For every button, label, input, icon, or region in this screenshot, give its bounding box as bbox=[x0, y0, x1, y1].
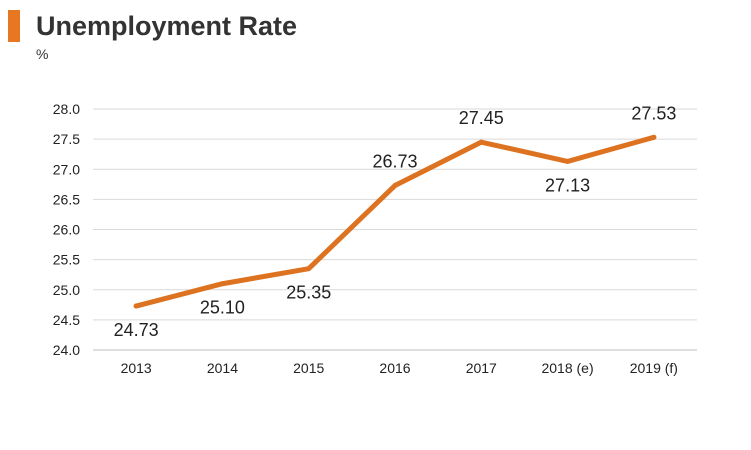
y-tick-label: 27.5 bbox=[53, 131, 80, 147]
data-label: 25.35 bbox=[286, 283, 331, 303]
y-tick-label: 24.5 bbox=[53, 312, 80, 328]
y-tick-label: 25.0 bbox=[53, 282, 80, 298]
x-tick-label: 2019 (f) bbox=[630, 360, 678, 376]
data-label: 24.73 bbox=[114, 320, 159, 340]
y-tick-label: 24.0 bbox=[53, 342, 80, 358]
data-label: 27.53 bbox=[631, 103, 676, 123]
data-point bbox=[565, 158, 571, 164]
x-tick-label: 2018 (e) bbox=[541, 360, 593, 376]
y-tick-label: 26.0 bbox=[53, 222, 80, 238]
data-point bbox=[133, 303, 139, 309]
x-tick-label: 2015 bbox=[293, 360, 324, 376]
y-tick-label: 28.0 bbox=[53, 101, 80, 117]
data-point bbox=[392, 183, 398, 189]
data-label: 26.73 bbox=[372, 152, 417, 172]
x-tick-label: 2014 bbox=[207, 360, 238, 376]
y-tick-label: 27.0 bbox=[53, 161, 80, 177]
x-tick-label: 2016 bbox=[379, 360, 410, 376]
data-point bbox=[219, 281, 225, 287]
data-point bbox=[306, 266, 312, 272]
x-tick-label: 2017 bbox=[466, 360, 497, 376]
unit-label: % bbox=[36, 46, 49, 62]
data-label: 27.45 bbox=[459, 108, 504, 128]
data-point bbox=[478, 139, 484, 145]
x-tick-label: 2013 bbox=[121, 360, 152, 376]
title-accent-bar bbox=[8, 10, 20, 42]
data-label: 27.13 bbox=[545, 175, 590, 195]
y-tick-label: 26.5 bbox=[53, 191, 80, 207]
chart-title: Unemployment Rate bbox=[36, 11, 298, 41]
y-tick-label: 25.5 bbox=[53, 252, 80, 268]
data-label: 25.10 bbox=[200, 298, 245, 318]
data-point bbox=[651, 134, 657, 140]
